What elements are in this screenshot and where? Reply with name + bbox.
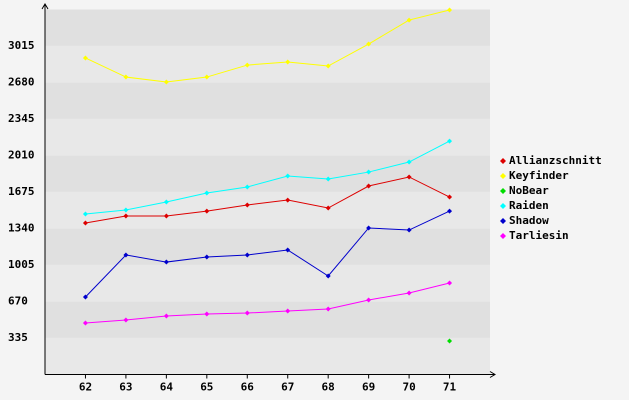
point (447, 280, 453, 286)
x-tick-label: 71 (443, 381, 457, 394)
x-tick-label: 62 (79, 381, 92, 394)
point (285, 247, 291, 253)
point (82, 220, 88, 226)
point (285, 197, 291, 203)
point (204, 74, 210, 80)
legend-label: Keyfinder (509, 169, 569, 182)
point (123, 252, 129, 258)
point (366, 297, 372, 303)
y-tick-label: 3015 (8, 39, 35, 52)
x-tick-label: 69 (362, 381, 375, 394)
x-tick-label: 67 (281, 381, 294, 394)
point (82, 320, 88, 326)
point (285, 308, 291, 314)
legend-marker (500, 188, 506, 194)
legend-label: NoBear (509, 184, 549, 197)
point (244, 184, 250, 190)
point (163, 259, 169, 265)
series-line (85, 9, 450, 83)
point (204, 208, 210, 214)
point (325, 205, 331, 211)
x-tick-label: 70 (402, 381, 415, 394)
legend-label: Tarliesin (509, 229, 569, 242)
x-tick-label: 65 (200, 381, 213, 394)
grid-band (45, 82, 490, 119)
grid-band (45, 301, 490, 338)
point (244, 252, 250, 258)
y-tick-label: 2345 (8, 112, 35, 125)
grid-band (45, 265, 490, 302)
point (366, 225, 372, 231)
point (82, 294, 88, 300)
point (244, 62, 250, 68)
grid-band (45, 338, 490, 375)
point (244, 202, 250, 208)
y-tick-label: 2010 (8, 149, 35, 162)
point (123, 207, 129, 213)
point (163, 79, 169, 85)
grid-band (45, 155, 490, 192)
x-tick-label: 63 (119, 381, 132, 394)
y-tick-label: 670 (8, 295, 28, 308)
legend-label: Allianzschnitt (509, 154, 602, 167)
grid-band (45, 46, 490, 83)
legend-marker (500, 203, 506, 209)
point (406, 227, 412, 233)
point (204, 254, 210, 260)
x-axis-arrow (489, 371, 496, 378)
legend-label: Shadow (509, 214, 549, 227)
point (325, 176, 331, 182)
point (82, 55, 88, 61)
legend-marker (500, 173, 506, 179)
point (204, 190, 210, 196)
point (447, 208, 453, 214)
grid-band (45, 9, 490, 46)
point (366, 169, 372, 175)
y-tick-label: 1675 (8, 185, 35, 198)
point (244, 310, 250, 316)
point (123, 74, 129, 80)
y-tick-label: 1005 (8, 258, 35, 271)
grid-band (45, 228, 490, 265)
x-tick-label: 68 (322, 381, 335, 394)
point (366, 183, 372, 189)
point (123, 213, 129, 219)
y-axis-arrow (41, 3, 49, 10)
point (406, 290, 412, 296)
point (325, 63, 331, 69)
point (366, 41, 372, 47)
point (447, 338, 453, 344)
point (406, 174, 412, 180)
point (163, 213, 169, 219)
point (406, 159, 412, 165)
point (123, 317, 129, 323)
y-tick-label: 1340 (8, 222, 35, 235)
point (406, 17, 412, 23)
x-tick-label: 64 (160, 381, 174, 394)
point (447, 138, 453, 144)
series-line (85, 140, 450, 215)
point (285, 173, 291, 179)
grid-band (45, 119, 490, 156)
y-tick-label: 335 (8, 331, 28, 344)
legend-label: Raiden (509, 199, 549, 212)
legend-marker (500, 218, 506, 224)
point (204, 311, 210, 317)
point (163, 313, 169, 319)
y-tick-label: 2680 (8, 76, 35, 89)
series-line (85, 176, 450, 224)
point (325, 273, 331, 279)
x-tick-label: 66 (241, 381, 255, 394)
point (82, 211, 88, 217)
legend-marker (500, 233, 506, 239)
series-line (85, 210, 450, 298)
point (325, 306, 331, 312)
point (447, 194, 453, 200)
point (447, 7, 453, 13)
series-line (85, 282, 450, 324)
point (285, 59, 291, 65)
point (163, 199, 169, 205)
legend-marker (500, 158, 506, 164)
